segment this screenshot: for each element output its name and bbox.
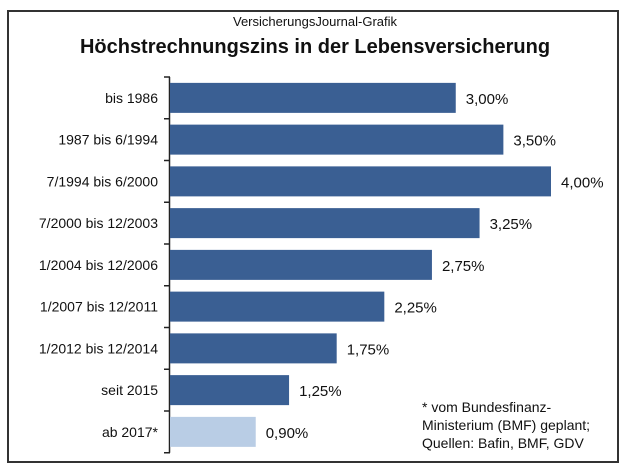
chart-subtitle: VersicherungsJournal-Grafik [232,14,398,29]
category-label: 1/2012 bis 12/2014 [39,340,158,356]
category-label: 1987 bis 6/1994 [58,132,158,148]
bar [170,249,432,280]
bar [170,291,385,322]
data-label: 3,25% [490,216,533,233]
bar [170,124,504,155]
data-label: 3,50% [513,133,556,150]
category-label: seit 2015 [101,382,158,398]
data-label: 2,25% [394,300,437,317]
bar [170,333,337,364]
bar [170,166,551,197]
bar [170,375,290,406]
data-label: 1,75% [347,341,390,358]
bar [170,208,480,239]
footnote: * vom Bundesfinanz- Ministerium (BMF) ge… [422,399,591,451]
category-label: 1/2007 bis 12/2011 [40,299,158,315]
category-label: bis 1986 [105,90,158,106]
data-label: 0,90% [266,425,309,442]
data-label: 2,75% [442,258,485,275]
category-label: 7/1994 bis 6/2000 [47,173,159,189]
chart-title: Höchstrechnungszins in der Lebensversich… [79,36,551,58]
bar [170,416,256,447]
category-label: ab 2017* [102,424,159,440]
data-label: 1,25% [299,383,342,400]
data-label: 4,00% [561,174,604,191]
bar [170,82,456,113]
category-label: 1/2004 bis 12/2006 [39,257,158,273]
data-label: 3,00% [466,91,509,108]
category-label: 7/2000 bis 12/2003 [39,215,158,231]
